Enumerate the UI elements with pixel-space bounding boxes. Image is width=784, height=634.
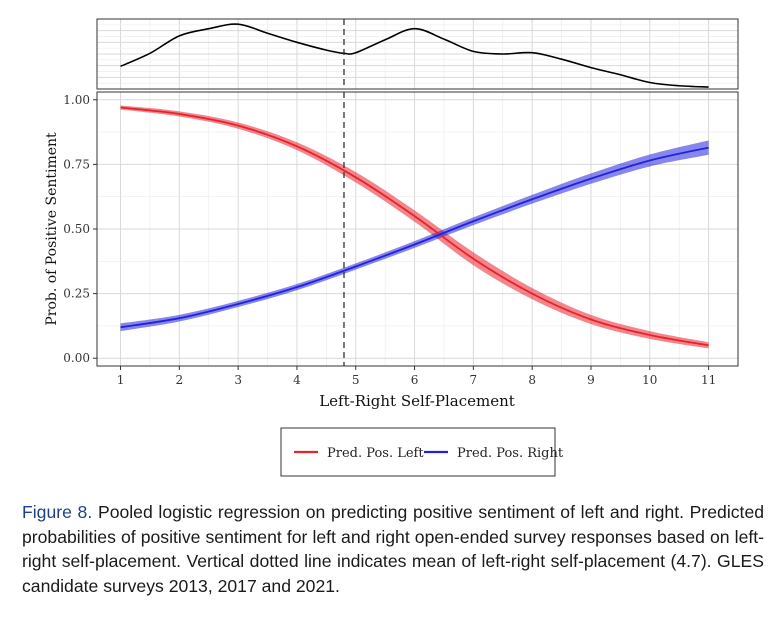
x-tick-label: 11 [701,373,716,387]
x-tick-label: 2 [176,373,184,387]
y-axis-ticks: 0.00 0.25 0.50 0.75 1.00 [63,93,97,365]
x-axis-ticks: 1 2 3 4 5 6 7 8 9 10 11 [117,366,716,387]
y-tick-label: 0.25 [63,287,90,301]
legend-left-label: Pred. Pos. Left [327,446,424,461]
x-tick-label: 5 [352,373,360,387]
x-tick-label: 9 [587,373,595,387]
figure-caption: Figure 8. Pooled logistic regression on … [22,500,764,598]
legend-right-label: Pred. Pos. Right [457,446,564,461]
x-tick-label: 4 [293,373,301,387]
y-tick-label: 0.75 [63,157,90,171]
x-tick-label: 7 [470,373,478,387]
y-tick-label: 0.00 [63,351,90,365]
density-panel [96,18,739,90]
line-right [120,146,709,329]
density-grid [97,19,738,89]
y-axis-label: Prob. of Positive Sentiment [44,132,60,326]
x-tick-label: 8 [528,373,536,387]
x-tick-label: 6 [411,373,419,387]
x-tick-label: 3 [234,373,242,387]
main-panel: 1 2 3 4 5 6 7 8 9 10 11 0.00 0.25 0.50 0.75 1.00 Left-… [44,91,739,410]
legend-box [280,427,556,477]
figure-label: Figure 8. [22,502,93,522]
caption-text: Pooled logistic regression on predicting… [22,502,765,596]
x-tick-label: 1 [117,373,125,387]
x-axis-label: Left-Right Self-Placement [319,392,515,410]
x-tick-label: 10 [642,373,657,387]
y-tick-label: 1.00 [63,93,90,107]
line-left [120,106,709,347]
y-tick-label: 0.50 [63,222,90,236]
legend: Pred. Pos. Left Pred. Pos. Right [280,427,564,477]
prediction-lines [120,106,709,347]
density-curve [120,23,709,88]
